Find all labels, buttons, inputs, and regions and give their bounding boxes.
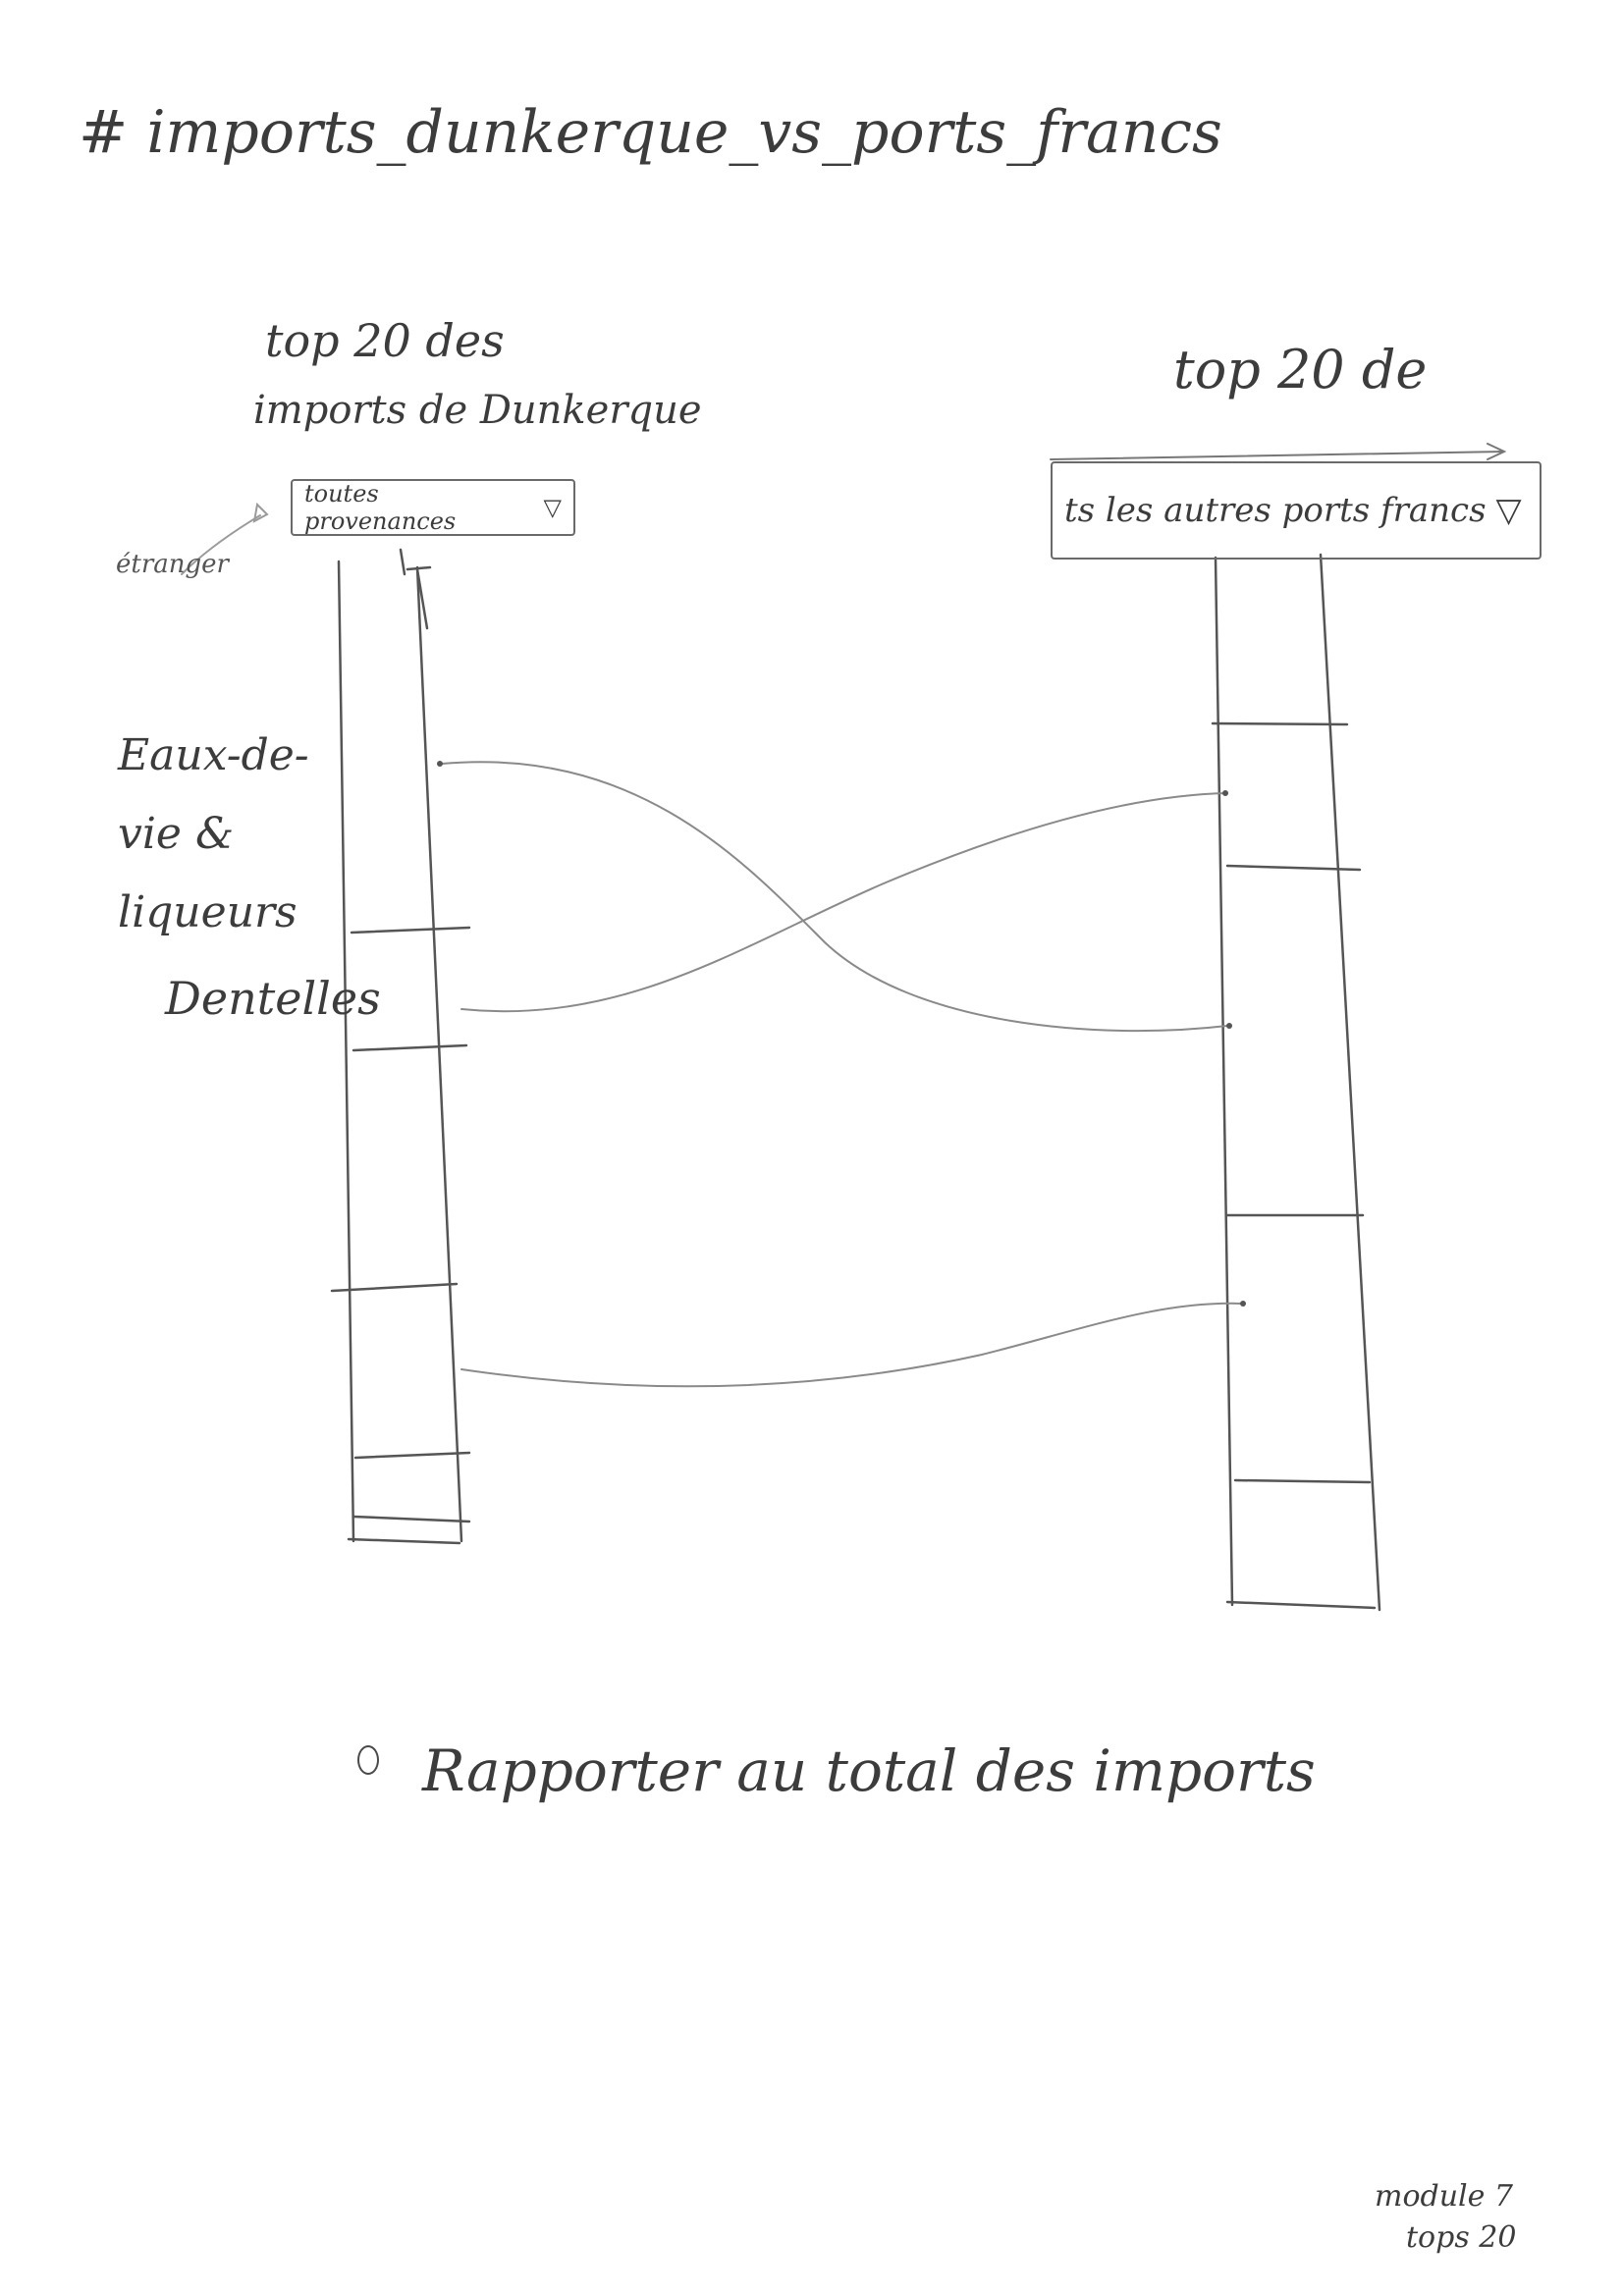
- product-label-dentelles: Dentelles: [165, 972, 381, 1025]
- page-title: # imports_dunkerque_vs_ports_francs: [79, 98, 1222, 167]
- footnote-line1: module 7: [1375, 2179, 1514, 2214]
- left-heading-line1: top 20 des: [265, 314, 505, 367]
- right-ports-select[interactable]: ts les autres ports francs ▽: [1051, 461, 1542, 560]
- link-eaux-de-vie: [441, 761, 1228, 1033]
- link-endpoints: [437, 761, 1246, 1307]
- right-heading: top 20 de: [1173, 339, 1428, 400]
- rapporter-au-total-label: Rapporter au total des imports: [422, 1737, 1316, 1804]
- right-ranking-column: [1211, 553, 1381, 1612]
- link-dentelles: [460, 792, 1228, 1013]
- dropdown-triangle-icon: ▽: [543, 494, 562, 521]
- left-heading-line2: imports de Dunkerque: [253, 388, 702, 433]
- left-ranking-column: [330, 548, 471, 1545]
- rank-links: [441, 761, 1243, 1388]
- select-annotation: étranger: [116, 550, 229, 579]
- dropdown-triangle-icon: ▽: [1495, 491, 1522, 530]
- product-label-eaux-de-vie: Eaux-de-vie & liqueurs: [118, 730, 309, 937]
- annotation-arrow: [181, 502, 269, 575]
- right-select-arrow: [1050, 443, 1507, 460]
- right-select-value: ts les autres ports francs: [1064, 491, 1487, 530]
- left-provenance-select[interactable]: toutes provenances ▽: [291, 479, 575, 536]
- left-select-value: toutes provenances: [304, 480, 457, 535]
- footnote-line2: tops 20: [1406, 2220, 1517, 2255]
- link-third-product: [460, 1302, 1243, 1388]
- rapporter-au-total-radio[interactable]: [357, 1745, 379, 1775]
